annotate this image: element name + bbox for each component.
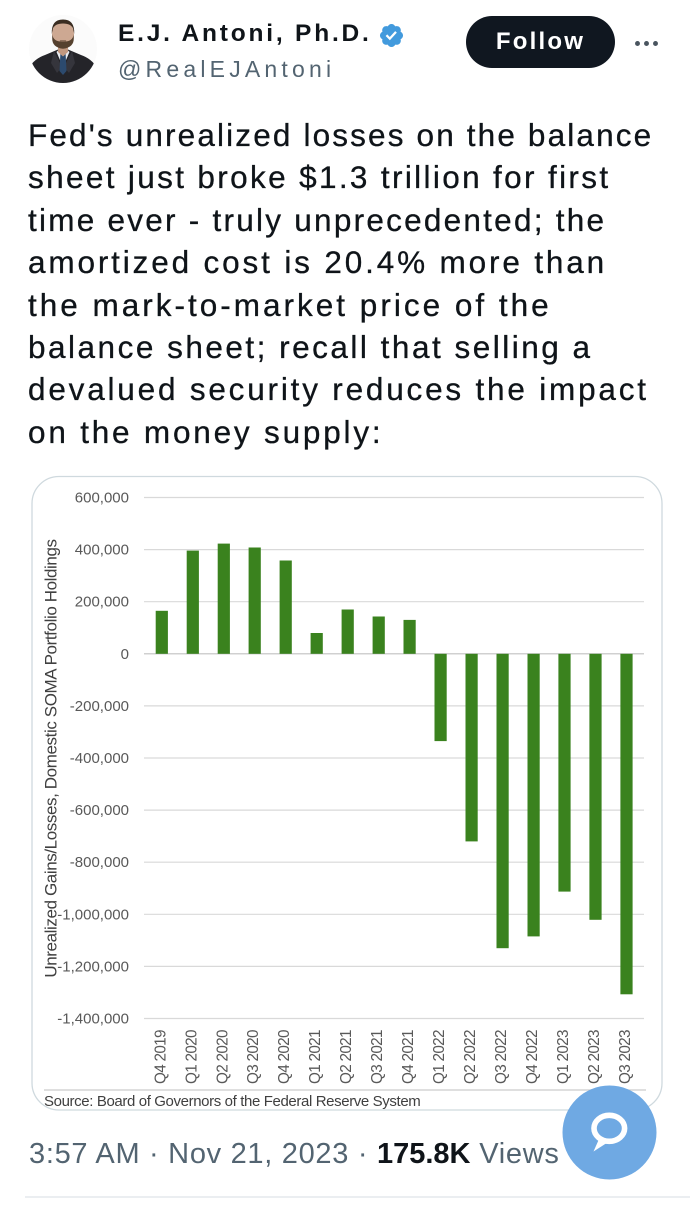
svg-text:Q3 2020: Q3 2020: [245, 1030, 262, 1084]
svg-text:-600,000: -600,000: [70, 802, 129, 819]
svg-text:0: 0: [121, 646, 129, 663]
svg-text:Q2 2021: Q2 2021: [338, 1030, 355, 1084]
svg-text:400,000: 400,000: [75, 542, 129, 559]
svg-text:Q2 2023: Q2 2023: [586, 1030, 603, 1084]
svg-text:600,000: 600,000: [75, 490, 129, 507]
svg-text:Q1 2023: Q1 2023: [555, 1030, 572, 1084]
svg-text:Q4 2022: Q4 2022: [524, 1030, 541, 1084]
svg-text:Q1 2021: Q1 2021: [307, 1030, 324, 1084]
svg-text:-1,200,000: -1,200,000: [57, 958, 129, 975]
svg-text:Q2 2020: Q2 2020: [214, 1030, 231, 1084]
svg-text:Source: Board of Governors of: Source: Board of Governors of the Federa…: [44, 1093, 420, 1110]
svg-text:200,000: 200,000: [75, 594, 129, 611]
svg-text:Q3 2021: Q3 2021: [369, 1030, 386, 1084]
svg-text:-1,000,000: -1,000,000: [57, 906, 129, 923]
svg-text:-400,000: -400,000: [70, 750, 129, 767]
svg-text:Q4 2021: Q4 2021: [400, 1030, 417, 1084]
svg-text:Q1 2022: Q1 2022: [431, 1030, 448, 1084]
svg-text:-200,000: -200,000: [70, 698, 129, 715]
svg-text:Q2 2022: Q2 2022: [462, 1030, 479, 1084]
svg-text:Q3 2023: Q3 2023: [617, 1030, 634, 1084]
svg-text:Q1 2020: Q1 2020: [183, 1030, 200, 1084]
svg-text:Q3 2022: Q3 2022: [493, 1030, 510, 1084]
svg-text:Unrealized Gains/Losses, Domes: Unrealized Gains/Losses, Domestic SOMA P…: [42, 539, 61, 977]
svg-text:Q4 2019: Q4 2019: [152, 1030, 169, 1084]
svg-text:-800,000: -800,000: [70, 854, 129, 871]
svg-text:-1,400,000: -1,400,000: [57, 1011, 129, 1028]
svg-text:Q4 2020: Q4 2020: [276, 1030, 293, 1084]
